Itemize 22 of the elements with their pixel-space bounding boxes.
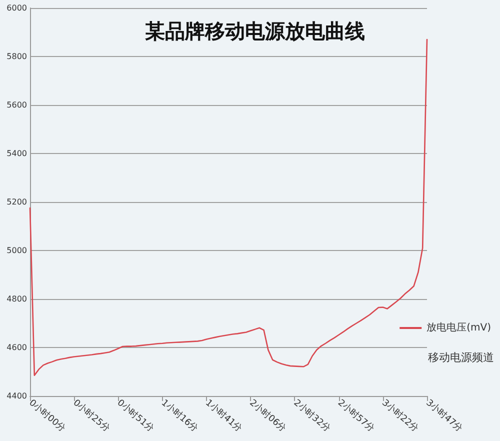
x-tick-label: 2小时57分 [336, 397, 376, 434]
y-tick-label: 5000 [6, 246, 27, 255]
x-tick-label: 0小时25分 [70, 397, 112, 434]
text: 移动电源频道 [428, 351, 494, 364]
x-tick-label: 2小时06分 [247, 397, 288, 434]
y-tick-label: 6000 [6, 4, 27, 12]
x-tick-label: 1小时41分 [203, 397, 244, 434]
y-tick-label: 5600 [6, 100, 27, 110]
y-tick-label: 5800 [6, 52, 27, 61]
x-tick-label: 3小时22分 [380, 397, 421, 434]
x-tick-label: 3小时47分 [424, 397, 465, 434]
legend-label: 放电电压(mV) [426, 322, 492, 334]
x-tick-label: 0小时00分 [26, 397, 68, 434]
y-tick-label: 5200 [6, 198, 27, 206]
y-tick-label: 4600 [6, 343, 27, 352]
text: 某品牌移动电源放电曲线 [144, 19, 365, 43]
y-tick-label: 4800 [6, 294, 27, 304]
x-tick-label: 1小时16分 [159, 397, 200, 434]
y-tick-label: 4400 [6, 392, 27, 400]
x-tick-label: 2小时32分 [291, 397, 332, 434]
y-tick-label: 5400 [6, 149, 27, 158]
x-tick-label: 0小时51分 [115, 397, 156, 434]
